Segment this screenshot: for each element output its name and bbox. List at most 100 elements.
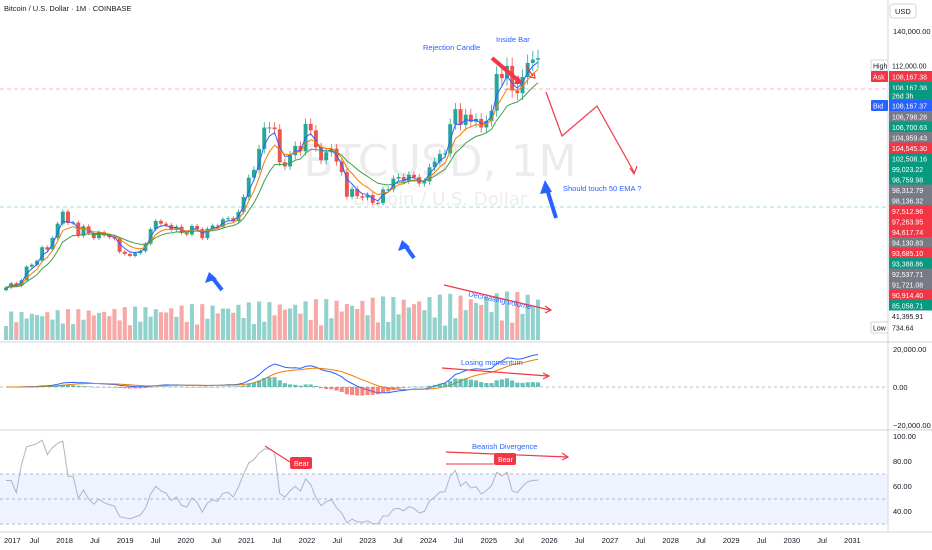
macd-histogram-bar — [422, 386, 427, 388]
volume-bar — [406, 307, 411, 340]
candle-body — [443, 153, 447, 155]
candle-body — [133, 253, 138, 256]
volume-bar — [339, 311, 344, 340]
macd-histogram-bar — [76, 385, 81, 387]
candle-body — [251, 169, 256, 178]
macd-histogram-bar — [158, 386, 164, 387]
macd-histogram-bar — [34, 386, 40, 388]
volume-bar — [195, 324, 200, 340]
time-axis-label: 2019 — [117, 536, 134, 545]
volume-bar — [365, 315, 370, 340]
indicator-level-tag-bg — [889, 310, 932, 322]
indicator-level-tag-bg — [889, 300, 932, 311]
volume-bar — [329, 318, 334, 340]
candle-body — [210, 225, 215, 229]
ema-line — [5, 82, 539, 289]
macd-histogram-bar — [40, 386, 45, 387]
volume-bar — [81, 319, 86, 340]
volume-bar — [257, 301, 262, 340]
macd-histogram-bar — [288, 384, 293, 387]
macd-histogram-bar — [293, 384, 298, 387]
indicator-level-tag-bg — [889, 132, 932, 143]
volume-bar — [158, 312, 164, 340]
candle-body — [60, 211, 65, 224]
volume-bar — [107, 316, 112, 340]
macd-histogram-bar — [468, 379, 473, 387]
currency-button[interactable] — [889, 3, 917, 19]
macd-histogram-bar — [107, 387, 112, 388]
macd-histogram-bar — [442, 383, 448, 387]
candle-body — [107, 235, 112, 238]
rsi-tick: 60.00 — [893, 482, 912, 491]
indicator-level-tag-bg — [889, 184, 932, 196]
volume-bar — [396, 314, 401, 340]
annotation-ema: Should touch 50 EMA ? — [563, 184, 641, 193]
time-axis-label: Jul — [575, 536, 585, 545]
candle-body — [468, 114, 473, 122]
candle-body — [536, 58, 540, 60]
macd-histogram-bar — [262, 378, 267, 387]
candle-body — [510, 65, 515, 91]
indicator-level-tag: 97,512.96 — [892, 209, 923, 216]
low-price-tag-label: Low — [873, 326, 887, 333]
volume-bar — [344, 304, 349, 340]
volume-bar — [417, 301, 422, 340]
volume-bar — [277, 304, 282, 340]
volume-bar — [9, 311, 14, 340]
macd-histogram-bar — [365, 387, 370, 396]
volume-bar — [313, 299, 318, 340]
candle-body — [122, 251, 127, 254]
volume-bar — [293, 304, 298, 340]
macd-histogram-bar — [81, 385, 86, 387]
volume-bar — [484, 297, 489, 340]
candle-body — [158, 220, 163, 224]
macd-histogram-bar — [138, 387, 143, 389]
volume-bar — [29, 313, 34, 340]
macd-histogram-bar — [9, 386, 14, 388]
volume-bar — [391, 297, 396, 340]
high-price-tag-bg — [889, 60, 932, 71]
indicator-level-tag-bg — [889, 279, 932, 290]
volume-bar — [494, 293, 499, 340]
macd-histogram-bar — [375, 387, 380, 395]
time-axis-label: Jul — [817, 536, 827, 545]
volume-bar — [236, 304, 241, 340]
time-axis-label: Jul — [30, 536, 40, 545]
volume-bar — [117, 320, 122, 340]
indicator-level-tag: 104,545.30 — [892, 146, 927, 153]
volume-bar — [515, 291, 520, 340]
time-axis-label: 2017 — [4, 536, 21, 545]
macd-histogram-bar — [432, 384, 437, 387]
volume-bar — [427, 297, 432, 340]
macd-histogram-bar — [220, 386, 225, 388]
macd-histogram-bar — [174, 386, 179, 388]
volume-bar — [246, 302, 251, 340]
volume-bar — [19, 312, 24, 340]
volume-bar — [303, 301, 308, 340]
time-axis-label: Jul — [90, 536, 100, 545]
macd-histogram-bar — [96, 387, 102, 388]
macd-histogram-bar — [360, 387, 365, 396]
volume-bar — [241, 318, 246, 340]
volume-bar — [71, 324, 76, 340]
candle-body — [215, 225, 220, 227]
indicator-level-tag: 97,263.95 — [892, 220, 923, 227]
watermark-name: Bitcoin / U.S. Dollar — [353, 189, 528, 210]
volume-bar — [535, 299, 541, 340]
time-axis-label: Jul — [696, 536, 706, 545]
volume-bar — [334, 300, 339, 340]
macd-histogram-bar — [510, 380, 515, 387]
candle-body — [319, 147, 324, 161]
volume-bar — [55, 310, 60, 340]
indicator-level-tag-bg — [889, 153, 932, 164]
indicator-level-tag: 93,388.86 — [892, 262, 923, 269]
macd-histogram-bar — [535, 382, 541, 387]
volume-bar — [360, 300, 365, 340]
volume-bar — [50, 319, 55, 340]
candle-body — [55, 223, 60, 238]
volume-bar — [215, 313, 220, 340]
macd-tick: −20,000.00 — [893, 421, 931, 430]
candle-body — [40, 247, 45, 261]
volume-bar — [86, 310, 91, 340]
